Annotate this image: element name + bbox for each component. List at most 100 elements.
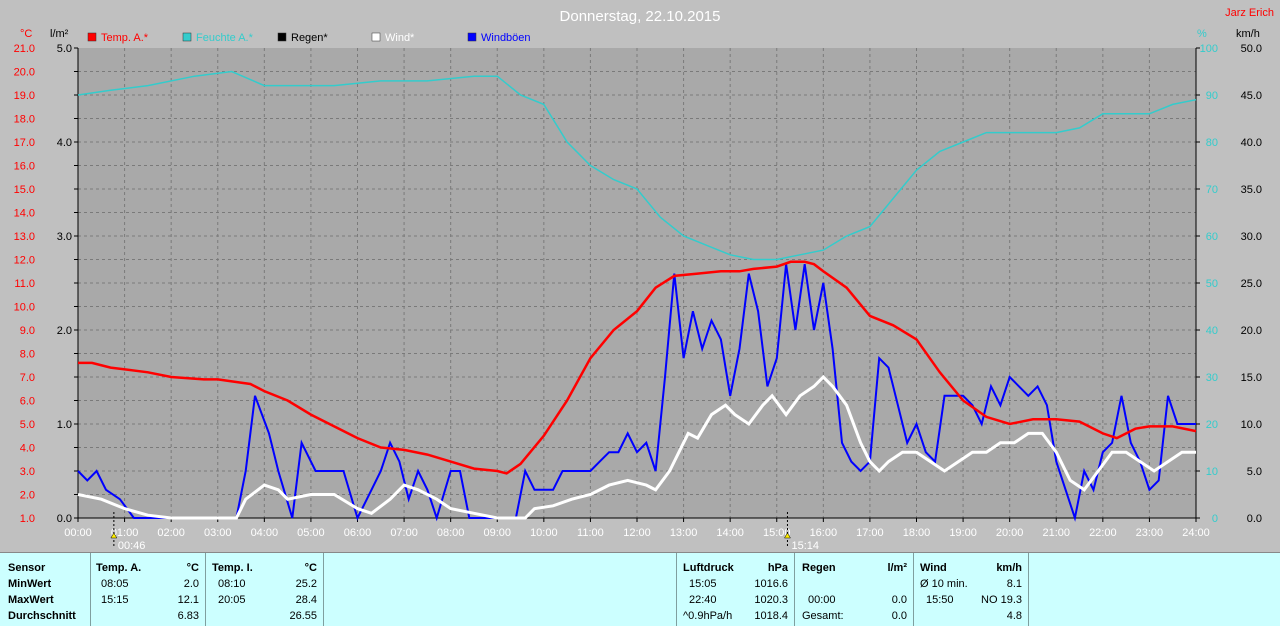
stats-col-temp-i: Temp. I. °C 08:10 25.2 20:05 28.4 26.55 [206, 553, 324, 626]
x-tick-label: 14:00 [716, 527, 744, 539]
durchschnitt-label: Durchschnitt [8, 610, 76, 622]
temp-i-header: Temp. I. [212, 562, 253, 574]
x-tick-label: 24:00 [1182, 527, 1210, 539]
legend-label: Temp. A.* [101, 32, 149, 44]
pressure-max-time: 22:40 [689, 594, 717, 606]
humidity-tick-label: 60 [1206, 231, 1218, 243]
time-marker-label: 00:46 [118, 540, 146, 552]
wind-line [77, 374, 1196, 520]
temp-i-min-value: 25.2 [295, 578, 317, 590]
rain-max-time: 00:00 [808, 594, 836, 606]
author-label: Jarz Erich [1225, 7, 1274, 19]
legend-swatch [182, 32, 192, 42]
rain-tick-label: 3.0 [57, 231, 72, 243]
wind-average: 4.8 [1006, 610, 1022, 622]
wind-tick-label: 25.0 [1241, 278, 1262, 290]
wind-unit-label: km/h [1236, 28, 1260, 40]
x-tick-label: 06:00 [344, 527, 372, 539]
legend-label: Feuchte A.* [196, 32, 254, 44]
x-tick-label: 22:00 [1089, 527, 1117, 539]
humidity-tick-label: 40 [1206, 325, 1218, 337]
wind-header: Wind [920, 562, 947, 574]
temp-tick-label: 2.0 [20, 490, 35, 502]
stats-col-empty [324, 553, 677, 626]
x-tick-label: 19:00 [949, 527, 977, 539]
x-tick-label: 12:00 [623, 527, 651, 539]
temp-tick-label: 7.0 [20, 372, 35, 384]
wind-tick-label: 50.0 [1241, 43, 1262, 55]
humidity-line [77, 70, 1197, 261]
wind-avg10-value: 8.1 [1006, 578, 1022, 590]
humidity-tick-label: 90 [1206, 90, 1218, 102]
pressure-header: Luftdruck [683, 562, 734, 574]
x-tick-label: 13:00 [670, 527, 698, 539]
x-tick-label: 02:00 [157, 527, 185, 539]
x-tick-label: 00:00 [64, 527, 92, 539]
temp-i-average: 26.55 [289, 610, 317, 622]
temp-tick-label: 12.0 [14, 255, 35, 267]
rain-tick-label: 1.0 [57, 419, 72, 431]
humidity-tick-label: 80 [1206, 137, 1218, 149]
temp-tick-label: 1.0 [20, 513, 35, 525]
temp-tick-label: 4.0 [20, 443, 35, 455]
time-marker-label: 15:14 [791, 540, 819, 552]
wind-unit: km/h [996, 562, 1022, 574]
temp-tick-label: 14.0 [14, 208, 35, 220]
legend-swatch [371, 32, 381, 42]
statistics-panel: Sensor MinWert MaxWert Durchschnitt Temp… [0, 552, 1280, 626]
temp-tick-label: 20.0 [14, 67, 35, 79]
x-tick-label: 20:00 [996, 527, 1024, 539]
temp-a-header: Temp. A. [96, 562, 142, 574]
time-marker-icon [784, 532, 791, 539]
rain-tick-label: 5.0 [57, 43, 72, 55]
temp-i-max-value: 28.4 [295, 594, 317, 606]
temp-tick-label: 13.0 [14, 231, 35, 243]
stats-col-sensor: Sensor MinWert MaxWert Durchschnitt [0, 553, 91, 626]
temperature-line [78, 260, 1197, 475]
stats-col-rain: Regen l/m² 00:00 0.0 Gesamt: 0.0 [795, 553, 914, 626]
wind-gust-value: NO 19.3 [981, 594, 1022, 606]
wind-gust-line [77, 264, 1196, 522]
maxwert-label: MaxWert [8, 594, 54, 606]
temp-i-unit: °C [304, 562, 317, 574]
temp-tick-label: 17.0 [14, 137, 35, 149]
wind-tick-label: 45.0 [1241, 90, 1262, 102]
x-tick-label: 23:00 [1136, 527, 1164, 539]
stats-col-temp-a: Temp. A. °C 08:05 2.0 15:15 12.1 6.83 [91, 553, 206, 626]
temp-tick-label: 19.0 [14, 90, 35, 102]
rain-tick-label: 4.0 [57, 137, 72, 149]
axes: 00:00 01:00 02:00 03:00 04:00 05:00 06:00 07:00… [14, 43, 1262, 552]
legend-swatch [277, 32, 287, 42]
temp-tick-label: 16.0 [14, 161, 35, 173]
x-tick-label: 01:00 [111, 527, 139, 539]
wind-tick-label: 5.0 [1247, 466, 1262, 478]
temp-tick-label: 3.0 [20, 466, 35, 478]
wind-tick-label: 30.0 [1241, 231, 1262, 243]
rain-total-value: 0.0 [891, 610, 907, 622]
weather-chart: 00:00 01:00 02:00 03:00 04:00 05:00 06:00 07:00… [13, 7, 1274, 552]
humidity-tick-label: 30 [1206, 372, 1218, 384]
pressure-average: 1018.4 [754, 610, 788, 622]
humidity-tick-label: 70 [1206, 184, 1218, 196]
rain-unit: l/m² [887, 562, 907, 574]
x-tick-label: 10:00 [530, 527, 558, 539]
legend-label: Wind* [385, 32, 415, 44]
rain-total-label: Gesamt: [802, 610, 844, 622]
x-tick-label: 08:00 [437, 527, 465, 539]
humidity-tick-label: 100 [1200, 43, 1218, 55]
temp-tick-label: 15.0 [14, 184, 35, 196]
x-tick-label: 18:00 [903, 527, 931, 539]
pressure-trend: ^0.9hPa/h [683, 610, 733, 622]
temp-unit-label: °C [20, 28, 32, 40]
x-tick-label: 16:00 [810, 527, 838, 539]
minwert-label: MinWert [8, 578, 52, 590]
humidity-tick-label: 10 [1206, 466, 1218, 478]
x-tick-label: 11:00 [577, 527, 604, 539]
temp-a-max-value: 12.1 [177, 594, 199, 606]
temp-i-max-time: 20:05 [218, 594, 246, 606]
pressure-min-time: 15:05 [689, 578, 717, 590]
wind-tick-label: 20.0 [1241, 325, 1262, 337]
pressure-min-value: 1016.6 [754, 578, 788, 590]
rain-tick-label: 2.0 [57, 325, 72, 337]
x-tick-label: 05:00 [297, 527, 325, 539]
